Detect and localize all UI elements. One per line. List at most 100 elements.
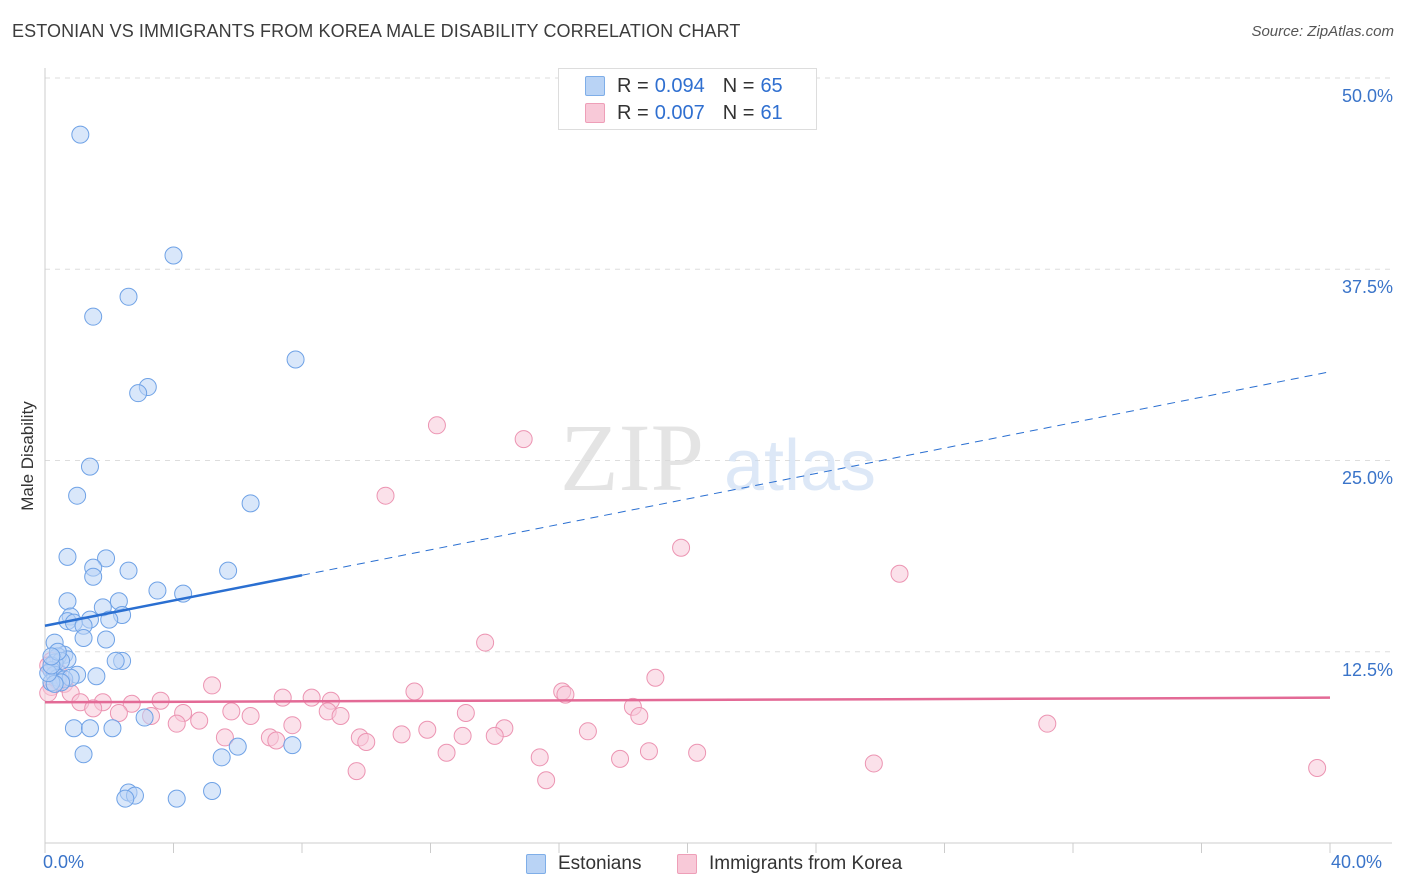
data-point-estonians [68, 486, 87, 505]
data-point-korea [1038, 714, 1057, 733]
data-point-korea [190, 711, 209, 730]
legend-row-estonians: R = 0.094 N = 65 [585, 75, 783, 97]
legend-r-value: 0.094 [654, 74, 705, 97]
data-point-korea [357, 733, 376, 752]
series-immigrants-from-korea [39, 416, 1327, 790]
data-point-korea [273, 688, 292, 707]
data-point-korea [890, 564, 909, 583]
data-point-korea [347, 762, 366, 781]
data-point-korea [167, 714, 186, 733]
watermark-zip: ZIP [560, 404, 704, 511]
data-point-korea [611, 749, 630, 768]
legend-row-korea: R = 0.007 N = 61 [585, 102, 783, 124]
data-point-estonians [212, 748, 231, 767]
watermark-atlas: atlas [724, 426, 876, 506]
data-point-estonians [283, 736, 302, 755]
legend-n-label: N = [722, 74, 755, 97]
data-point-korea [267, 731, 286, 750]
legend-swatch-pink [677, 854, 697, 874]
data-point-estonians [148, 581, 167, 600]
y-axis-label: Male Disability [18, 401, 37, 511]
data-point-korea [639, 742, 658, 761]
data-point-korea [453, 726, 472, 745]
data-point-estonians [129, 384, 148, 403]
legend-item-korea[interactable]: Immigrants from Korea [677, 853, 902, 875]
trend-lines [44, 371, 1331, 704]
data-point-korea [302, 688, 321, 707]
data-point-korea [418, 720, 437, 739]
data-point-korea [331, 707, 350, 726]
data-point-estonians [97, 549, 116, 568]
legend-n-value: 65 [760, 74, 783, 97]
data-point-estonians [58, 592, 77, 611]
data-point-korea [556, 685, 575, 704]
chart-title: ESTONIAN VS IMMIGRANTS FROM KOREA MALE D… [12, 21, 741, 41]
data-point-korea [537, 771, 556, 790]
data-point-korea [437, 743, 456, 762]
data-point-korea [530, 748, 549, 767]
y-tick-label: 37.5% [1341, 277, 1393, 297]
data-point-korea [485, 726, 504, 745]
data-point-korea [630, 707, 649, 726]
legend-swatch-blue [585, 76, 605, 96]
trend-line-estonians [44, 574, 303, 627]
data-point-korea [476, 633, 495, 652]
data-point-estonians [80, 719, 99, 738]
data-point-estonians [64, 719, 83, 738]
gridlines [45, 77, 1392, 653]
legend-swatch-blue [526, 854, 546, 874]
data-point-korea [456, 703, 475, 722]
legend-item-estonians[interactable]: Estonians [526, 853, 641, 875]
data-point-korea [405, 682, 424, 701]
legend-n-value: 61 [760, 101, 783, 124]
data-point-korea [514, 430, 533, 449]
data-point-estonians [87, 667, 106, 686]
axes [44, 68, 1392, 853]
data-point-korea [122, 694, 141, 713]
source-credit: Source: ZipAtlas.com [1251, 23, 1394, 40]
data-point-estonians [84, 307, 103, 326]
data-point-estonians [286, 350, 305, 369]
data-point-estonians [219, 561, 238, 580]
data-point-korea [864, 754, 883, 773]
data-point-estonians [103, 719, 122, 738]
data-point-korea [283, 716, 302, 735]
data-point-korea [1308, 759, 1327, 778]
data-point-korea [646, 668, 665, 687]
data-point-estonians [84, 567, 103, 586]
data-point-estonians [135, 708, 154, 727]
data-point-estonians [164, 246, 183, 265]
legend-label-korea: Immigrants from Korea [709, 853, 903, 874]
legend-swatch-pink [585, 103, 605, 123]
data-point-korea [222, 702, 241, 721]
data-point-korea [215, 728, 234, 747]
data-point-estonians [167, 789, 186, 808]
data-point-korea [376, 486, 395, 505]
data-point-korea [688, 743, 707, 762]
data-point-estonians [119, 287, 138, 306]
trend-line-estonians-extrapolated [301, 371, 1331, 576]
data-point-korea [203, 676, 222, 695]
x-tick-label-min: 0.0% [43, 852, 85, 872]
data-point-estonians [203, 781, 222, 800]
data-point-korea [241, 707, 260, 726]
y-tick-label: 50.0% [1341, 86, 1393, 106]
data-point-estonians [116, 789, 135, 808]
x-tick-label-max: 40.0% [1331, 852, 1383, 872]
trend-line-korea [44, 696, 1331, 704]
y-tick-label: 12.5% [1341, 660, 1393, 680]
data-point-korea [392, 725, 411, 744]
data-point-estonians [100, 610, 119, 629]
data-point-estonians [106, 651, 125, 670]
watermark: ZIP atlas [560, 404, 876, 511]
series-estonians [39, 125, 305, 808]
y-tick-label: 25.0% [1341, 468, 1393, 488]
legend-r-value: 0.007 [654, 101, 705, 124]
data-point-estonians [228, 737, 247, 756]
correlation-legend: R = 0.094 N = 65 R = 0.007 N = 61 [558, 68, 817, 130]
data-point-korea [672, 538, 691, 557]
data-point-estonians [241, 494, 260, 513]
data-point-estonians [74, 628, 93, 647]
data-point-korea [109, 703, 128, 722]
